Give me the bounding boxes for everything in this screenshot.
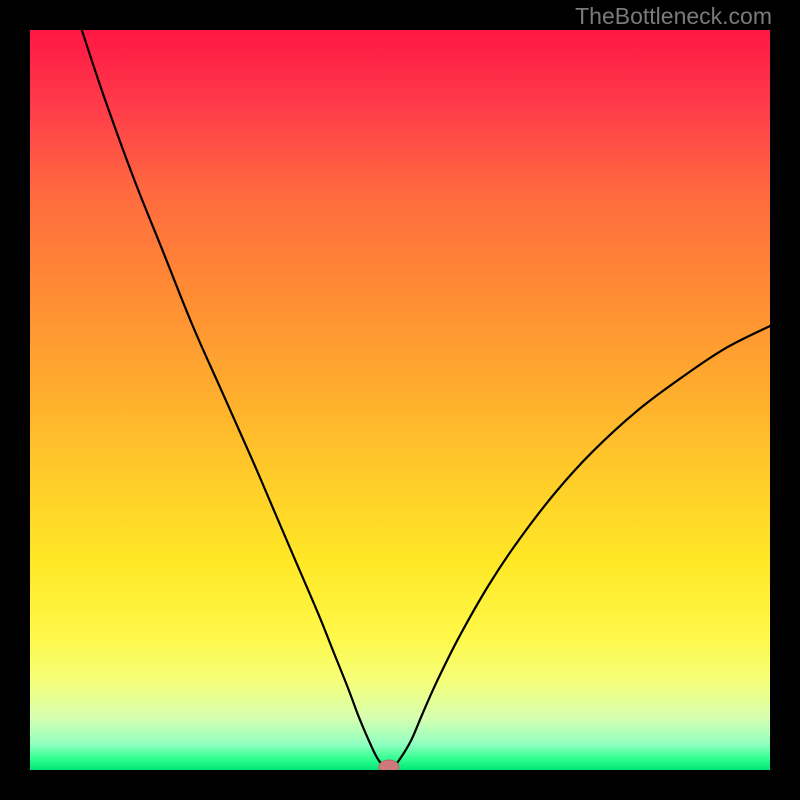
optimum-marker — [379, 760, 399, 770]
plot-area — [30, 30, 770, 770]
chart-container: TheBottleneck.com — [0, 0, 800, 800]
bottleneck-curve — [82, 30, 770, 768]
curve-layer — [30, 30, 770, 770]
watermark-text: TheBottleneck.com — [575, 3, 772, 30]
